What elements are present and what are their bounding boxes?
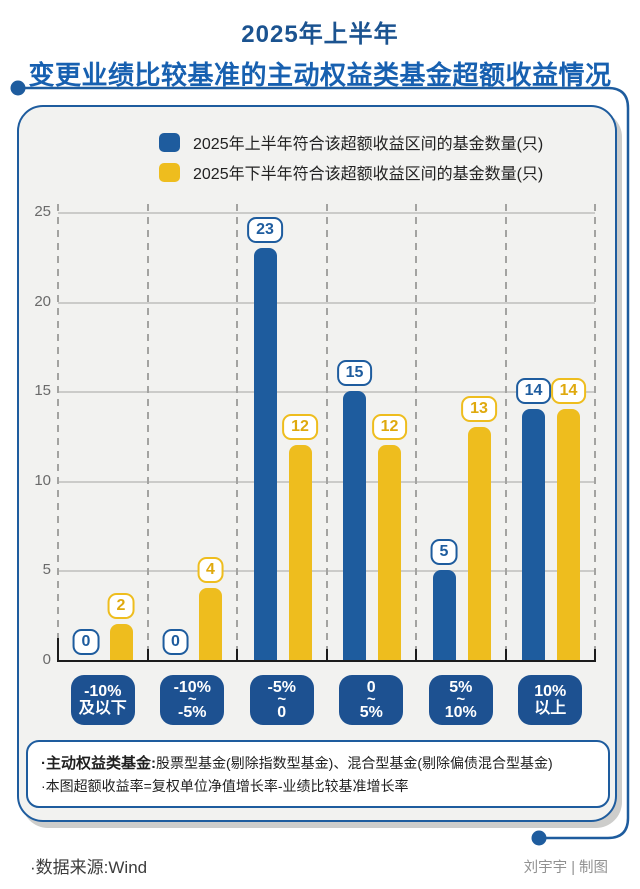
category-label-line: 10% [534, 683, 567, 700]
bar-second-half [378, 444, 401, 660]
bar-value-label: 13 [461, 396, 497, 423]
y-axis-tick-label: 5 [42, 561, 51, 579]
bar-value-label: 12 [282, 413, 318, 440]
bar-value-label: 15 [336, 360, 373, 387]
category-label-line: 0 [277, 704, 287, 721]
x-axis-tick [236, 649, 238, 660]
note-1-term: ·主动权益类基金: [41, 755, 156, 772]
gridline-vertical-dashed [236, 204, 238, 660]
x-axis-category-label: 0 ~5% [339, 675, 404, 725]
page-title: 变更业绩比较基准的主动权益类基金超额收益情况 [28, 60, 612, 90]
bar-second-half [199, 588, 222, 660]
bar-value-label: 0 [162, 629, 189, 655]
page-subtitle: 2025年上半年 [241, 21, 399, 48]
y-axis-tick-label: 10 [34, 471, 51, 489]
y-axis-tick-label: 15 [34, 382, 51, 400]
note-1-text: 股票型基金(剔除指数型基金)、混合型基金(剔除偏债混合型基金) [156, 755, 553, 771]
y-axis-tick-label: 20 [34, 292, 51, 310]
category-label-line: ~ [366, 691, 376, 708]
bar-first-half [343, 391, 366, 660]
bar-chart: 0 5 10 15 20 25 0 0 23 15 5 14 2 4 12 12 13 14 -10% 及以下 -10%… [19, 107, 619, 824]
bar-second-half [557, 409, 580, 660]
gridline-vertical-dashed [57, 204, 59, 660]
bar-value-label: 5 [430, 539, 458, 566]
bar-value-label: 14 [515, 378, 552, 405]
note-line-1: ·主动权益类基金:股票型基金(剔除指数型基金)、混合型基金(剔除偏债混合型基金) [41, 752, 608, 775]
bar-second-half [467, 427, 491, 660]
bar-first-half [432, 570, 456, 660]
bar-first-half [253, 247, 277, 660]
x-axis-tick [325, 649, 328, 660]
x-axis-tick [415, 649, 417, 660]
category-label-line: ~ [277, 691, 287, 708]
gridline-vertical-dashed [146, 204, 149, 660]
category-label-line: 及以下 [78, 700, 127, 717]
bar-value-label: 0 [72, 629, 100, 655]
x-axis-tick [594, 649, 596, 660]
gridline-vertical-dashed [594, 204, 596, 660]
bar-value-label: 12 [371, 413, 408, 440]
bar-first-half [522, 409, 545, 660]
notes-box: ·主动权益类基金:股票型基金(剔除指数型基金)、混合型基金(剔除偏债混合型基金)… [26, 740, 610, 808]
category-label-line: ~ [456, 691, 466, 708]
x-axis-category-label: 5% ~10% [428, 675, 493, 725]
x-axis-category-label: 10% 以上 [518, 675, 583, 725]
gridline-vertical-dashed [325, 204, 328, 660]
bar-second-half [109, 624, 133, 660]
bar-value-label: 23 [247, 216, 283, 243]
category-label-line: -10% [84, 683, 122, 700]
x-axis-category-label: -10% 及以下 [70, 675, 135, 725]
x-axis-category-label: -10% ~ -5% [160, 675, 225, 725]
category-label-line: 以上 [534, 700, 567, 717]
credit: 刘宇宇 | 制图 [523, 860, 608, 876]
x-axis-tick [57, 638, 59, 660]
x-axis-category-label: -5% ~0 [249, 675, 314, 725]
bar-value-label: 14 [550, 378, 587, 405]
gridline-vertical-dashed [415, 204, 417, 660]
y-axis-tick-label: 25 [34, 203, 51, 220]
bar-value-label: 4 [197, 557, 224, 584]
category-label-line: -5% [178, 704, 207, 721]
category-label-line: 5% [359, 704, 383, 721]
x-axis-line [57, 660, 596, 662]
header: 2025年上半年 变更业绩比较基准的主动权益类基金超额收益情况 [0, 14, 640, 92]
y-axis-tick-label: 0 [42, 651, 51, 668]
category-label-line: 10% [444, 704, 477, 721]
connector-dot-bottom-icon [531, 830, 547, 846]
category-label-line: ~ [187, 691, 197, 708]
chart-panel: 2025年上半年符合该超额收益区间的基金数量(只) 2025年下半年符合该超额收… [17, 105, 617, 822]
gridline-vertical-dashed [504, 204, 507, 660]
note-line-2: ·本图超额收益率=复权单位净值增长率-业绩比较基准增长率 [41, 778, 409, 794]
x-axis-tick [504, 649, 507, 660]
data-source: ·数据来源:Wind [30, 858, 148, 877]
bar-value-label: 2 [107, 593, 135, 620]
bar-second-half [288, 444, 312, 660]
x-axis-tick [146, 649, 149, 660]
